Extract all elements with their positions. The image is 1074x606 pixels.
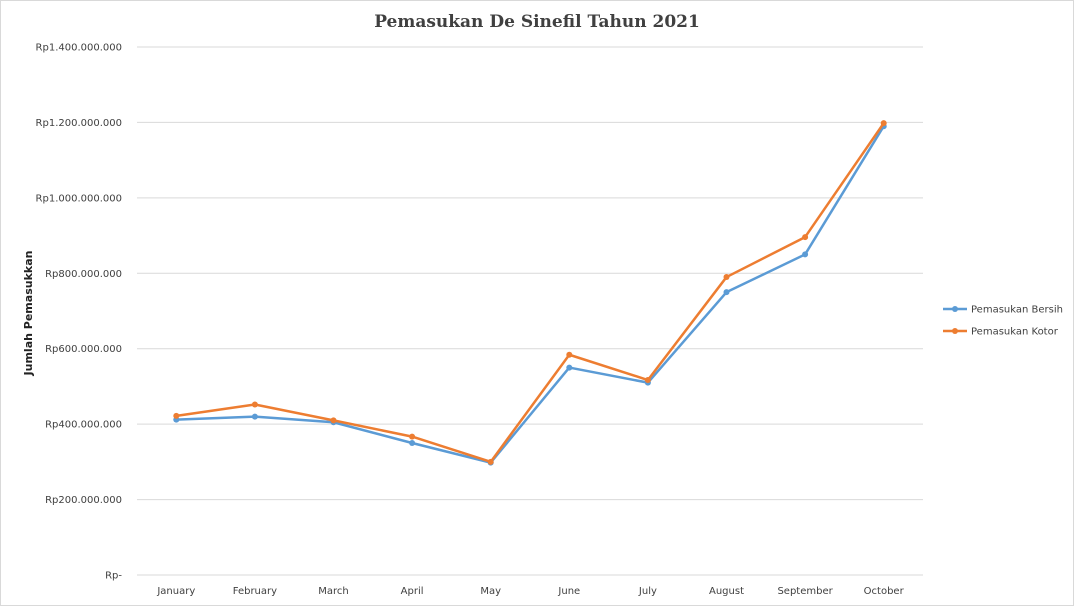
y-tick-label: Rp- [105, 571, 122, 582]
x-tick-label: September [777, 586, 833, 597]
y-tick-label: Rp800.000.000 [45, 269, 122, 280]
series-layer [173, 120, 887, 466]
x-tick-label: October [864, 586, 905, 597]
x-tick-label: June [557, 586, 580, 597]
x-tick-label: January [156, 586, 195, 597]
x-tick-label: April [401, 586, 424, 597]
x-tick-label: February [233, 586, 277, 597]
y-tick-label: Rp1.200.000.000 [36, 118, 122, 129]
data-point [173, 412, 180, 419]
data-point [409, 433, 416, 440]
y-tick-label: Rp600.000.000 [45, 344, 122, 355]
y-tick-label: Rp400.000.000 [45, 420, 122, 431]
x-axis-ticks: January February March April May June July Augu… [156, 586, 904, 597]
series-1 [173, 123, 887, 466]
legend-item: Pemasukan Kotor [943, 327, 1059, 338]
data-point [644, 377, 651, 384]
y-tick-label: Rp200.000.000 [45, 495, 122, 506]
data-point [566, 351, 573, 358]
y-axis-ticks: Rp- Rp200.000.000 Rp400.000.000 Rp600.000.0… [36, 43, 123, 582]
legend-item: Pemasukan Bersih [943, 305, 1063, 316]
series-line [175, 124, 885, 464]
chart-title: Pemasukan De Sinefil Tahun 2021 [374, 12, 700, 32]
legend-label: Pemasukan Kotor [971, 327, 1059, 338]
y-axis-label: Jumlah Pemasukkan [22, 251, 35, 377]
legend: Pemasukan Bersih Pemasukan Kotor [943, 305, 1063, 338]
y-tick-label: Rp1.000.000.000 [36, 193, 122, 204]
data-point [880, 120, 887, 127]
data-point [409, 440, 416, 446]
data-point [251, 401, 258, 408]
series-line [175, 121, 885, 464]
series-2 [173, 120, 887, 465]
data-point [330, 417, 337, 424]
x-tick-label: August [709, 586, 744, 597]
data-point [802, 234, 809, 241]
data-point [251, 413, 258, 420]
legend-label: Pemasukan Bersih [971, 305, 1063, 316]
x-tick-label: July [638, 586, 657, 597]
y-tick-label: Rp1.400.000.000 [36, 43, 122, 54]
gridlines [137, 46, 923, 576]
data-point [723, 289, 730, 296]
data-point [802, 251, 809, 258]
x-tick-label: May [480, 586, 501, 597]
x-tick-label: March [318, 586, 348, 597]
legend-marker [952, 328, 958, 334]
data-point [723, 274, 730, 281]
legend-marker [952, 306, 958, 312]
data-point [566, 364, 573, 371]
data-point [487, 458, 494, 465]
